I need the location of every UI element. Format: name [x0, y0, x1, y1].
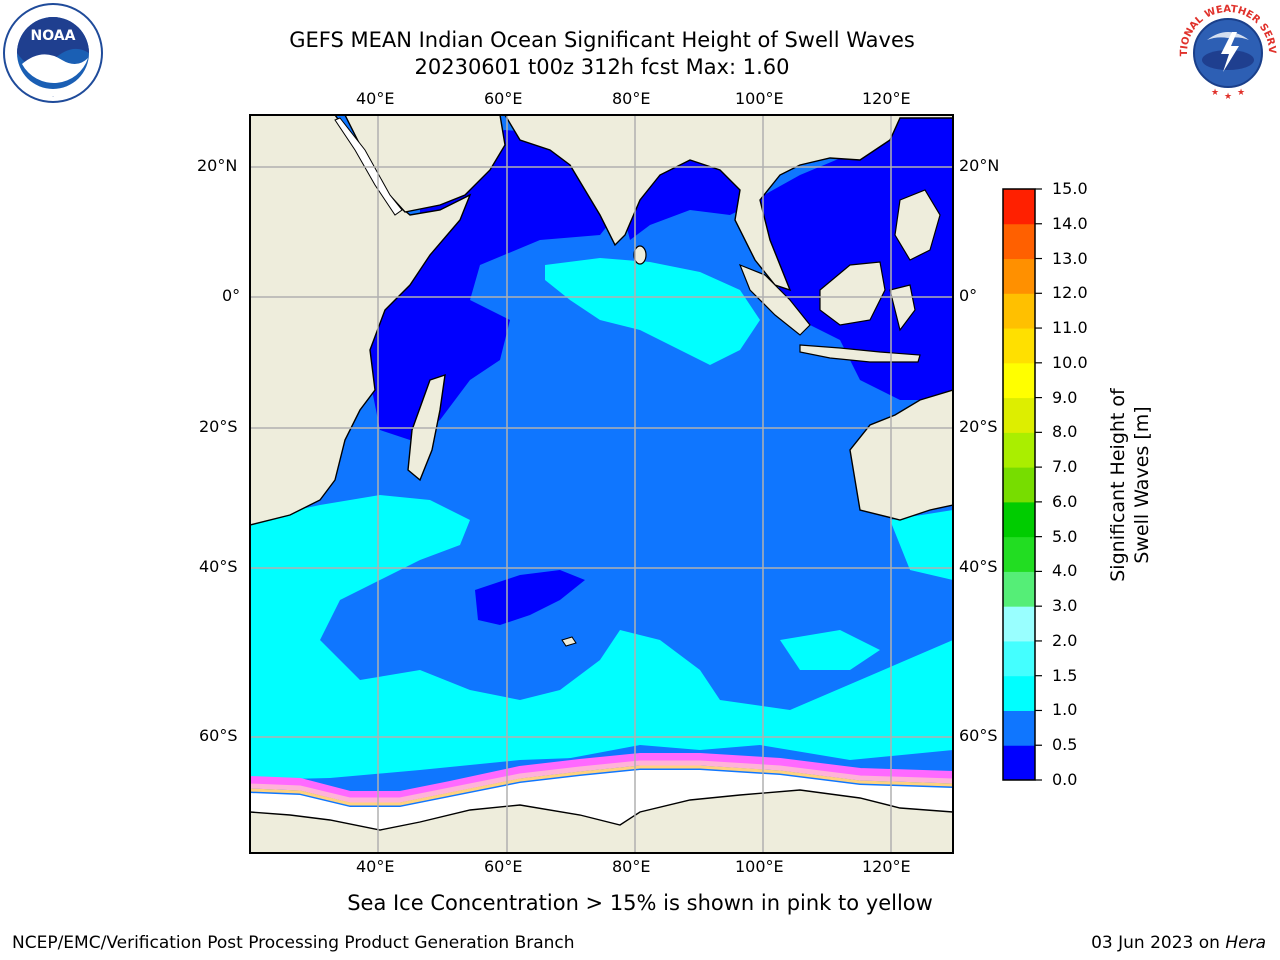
- colorbar-tick-label: 12.0: [1052, 283, 1088, 303]
- lat-label-left: 0°: [222, 286, 241, 305]
- colorbar-tick-label: 14.0: [1052, 213, 1088, 233]
- colorbar-segment: [1003, 745, 1035, 781]
- colorbar-segment: [1003, 362, 1035, 399]
- colorbar-segment: [1003, 501, 1035, 538]
- lat-label-right: 20°S: [959, 417, 998, 436]
- map-gridlines: [250, 115, 953, 853]
- lon-label-top: 40°E: [356, 89, 395, 108]
- colorbar-segment: [1003, 293, 1035, 329]
- colorbar-segment: [1003, 223, 1035, 260]
- lon-label-bottom: 80°E: [612, 857, 651, 876]
- svg-text:★: ★: [1237, 88, 1245, 98]
- nws-logo-icon: NATIONAL WEATHER SERVICE ★ ★ ★: [1177, 2, 1277, 102]
- map-frame: [249, 114, 954, 854]
- lon-label-top: 60°E: [484, 89, 523, 108]
- colorbar-tick-label: 15.0: [1052, 179, 1088, 198]
- land-antarctica: [250, 789, 953, 853]
- colorbar-segment: [1003, 258, 1035, 294]
- noaa-logo-text: NOAA: [31, 28, 76, 44]
- colorbar-segment: [1003, 710, 1035, 746]
- lat-label-right: 40°S: [959, 557, 998, 576]
- lat-label-right: 20°N: [959, 156, 1000, 175]
- chart-title: GEFS MEAN Indian Ocean Significant Heigh…: [289, 28, 915, 52]
- footer-system: Hera: [1225, 933, 1266, 953]
- colorbar-segment: [1003, 571, 1035, 607]
- colorbar-tick-label: 13.0: [1052, 248, 1088, 268]
- lon-label-top: 80°E: [612, 89, 651, 108]
- colorbar-tick-label: 5.0: [1052, 526, 1078, 546]
- colorbar-tick-label: 6.0: [1052, 491, 1078, 511]
- lat-label-right: 60°S: [959, 726, 998, 745]
- colorbar-tick-label: 8.0: [1052, 422, 1078, 442]
- svg-text:★: ★: [1211, 88, 1219, 98]
- colorbar-segment: [1003, 397, 1035, 433]
- footer-credit: NCEP/EMC/Verification Post Processing Pr…: [12, 933, 575, 953]
- colorbar-tick-label: 2.0: [1052, 630, 1078, 650]
- colorbar-tick-label: 4.0: [1052, 561, 1078, 581]
- colorbar-tick-label: 1.0: [1052, 700, 1078, 720]
- lat-label-right: 0°: [959, 286, 978, 305]
- colorbar-tick-label: 10.0: [1052, 352, 1088, 372]
- svg-text:★: ★: [1224, 92, 1232, 102]
- colorbar-segment: [1003, 467, 1035, 503]
- sea-ice-note: Sea Ice Concentration > 15% is shown in …: [347, 891, 933, 915]
- lat-label-left: 20°S: [199, 417, 238, 436]
- colorbar-segment: [1003, 189, 1035, 225]
- lat-label-left: 40°S: [199, 557, 238, 576]
- colorbar-tick-label: 0.0: [1052, 770, 1078, 789]
- land-australia: [849, 389, 953, 521]
- chart-subtitle: 20230601 t00z 312h fcst Max: 1.60: [414, 55, 790, 79]
- colorbar-tick-label: 3.0: [1052, 596, 1078, 616]
- lon-label-bottom: 120°E: [862, 857, 911, 876]
- colorbar: [1003, 188, 1042, 781]
- colorbar-segment: [1003, 675, 1035, 711]
- colorbar-segment: [1003, 640, 1035, 677]
- footer-date: 03 Jun 2023 on Hera: [1091, 933, 1266, 953]
- colorbar-segment: [1003, 536, 1035, 572]
- lon-label-top: 100°E: [735, 89, 784, 108]
- colorbar-tick-label: 9.0: [1052, 387, 1078, 407]
- lon-label-top: 120°E: [862, 89, 911, 108]
- lat-label-left: 60°S: [199, 726, 238, 745]
- lat-label-left: 20°N: [197, 156, 238, 175]
- colorbar-tick-label: 1.5: [1052, 665, 1078, 685]
- colorbar-tick-label: 0.5: [1052, 735, 1078, 755]
- colorbar-segment: [1003, 606, 1035, 642]
- svg-text:·: ·: [52, 94, 54, 100]
- colorbar-tick-label: 11.0: [1052, 318, 1088, 338]
- lon-label-bottom: 60°E: [484, 857, 523, 876]
- land-asia: [504, 115, 953, 292]
- colorbar-segment: [1003, 328, 1035, 364]
- colorbar-segment: [1003, 432, 1035, 468]
- lon-label-bottom: 40°E: [356, 857, 395, 876]
- noaa-logo-icon: NOAA ·: [3, 3, 103, 103]
- colorbar-title: Significant Height of Swell Waves [m]: [1107, 388, 1153, 582]
- colorbar-tick-label: 7.0: [1052, 457, 1078, 477]
- lon-label-bottom: 100°E: [735, 857, 784, 876]
